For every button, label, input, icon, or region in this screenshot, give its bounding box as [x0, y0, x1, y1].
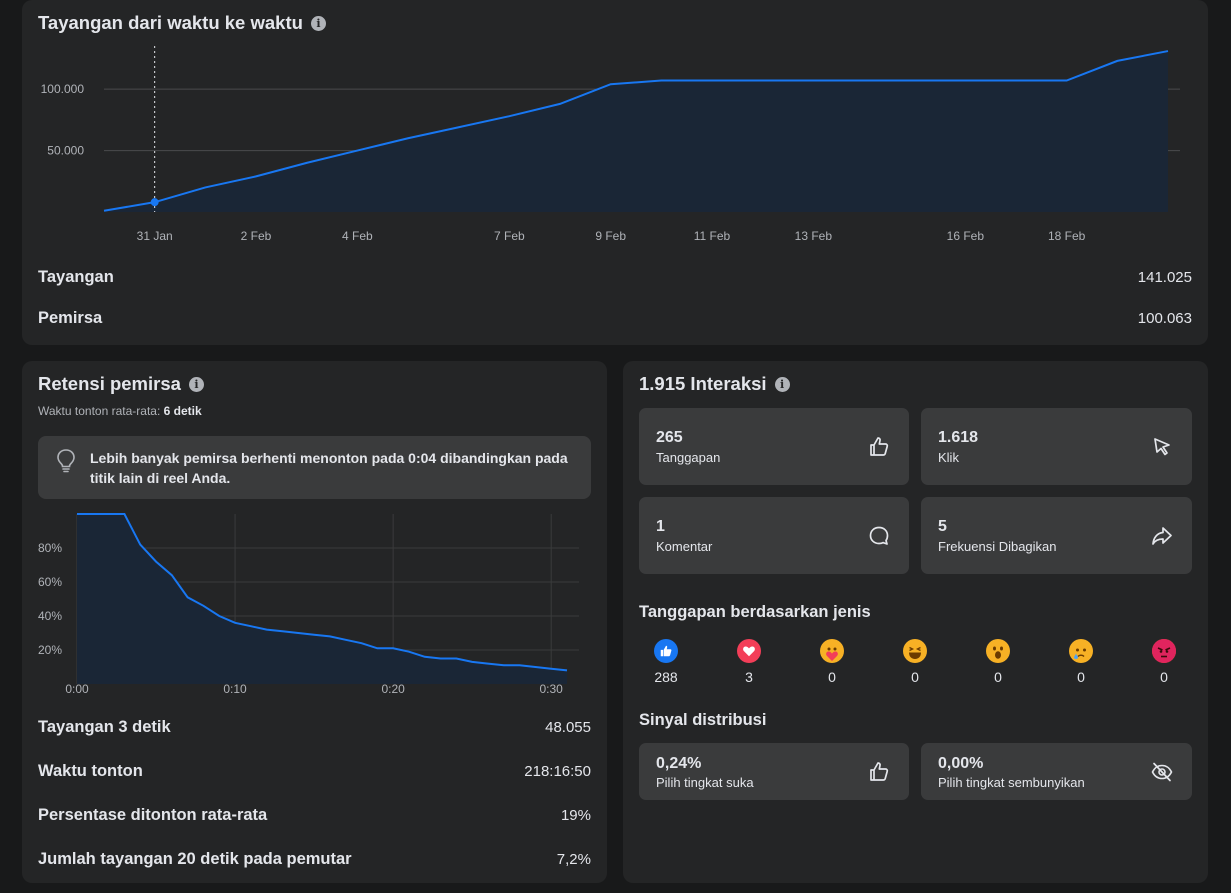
angry-reaction-count: 0: [1160, 669, 1168, 685]
views-row-value: 141.025: [1137, 269, 1192, 286]
like-reaction-count: 288: [654, 669, 678, 685]
x-tick-label: 9 Feb: [595, 229, 626, 243]
views-row: Tayangan 141.025: [38, 268, 1192, 287]
wow-reaction-icon: [986, 639, 1010, 663]
x-tick-label: 16 Feb: [947, 229, 985, 243]
three-sec-views-value: 48.055: [545, 719, 591, 736]
info-icon[interactable]: i: [310, 15, 326, 31]
like-rate-label: Pilih tingkat suka: [656, 775, 754, 790]
love-reaction-icon: [737, 639, 761, 663]
twenty-sec-views-label: Jumlah tayangan 20 detik pada pemutar: [38, 850, 352, 868]
avg-percent-watched-row: Persentase ditonton rata-rata 19%: [38, 806, 591, 825]
retention-area: [77, 514, 567, 684]
avg-percent-watched-value: 19%: [560, 807, 591, 824]
watch-time-row: Waktu tonton 218:16:50: [38, 762, 591, 781]
clicks-tile-value: 1.618: [938, 429, 979, 446]
avg-watch-time: Waktu tonton rata-rata: 6 detik: [38, 404, 202, 418]
wow-reaction-count: 0: [994, 669, 1002, 685]
views-over-time-title: Tayangan dari waktu ke waktu i: [38, 12, 326, 34]
watch-time-value: 218:16:50: [524, 763, 591, 780]
clicks-tile-label: Klik: [938, 450, 959, 465]
three-sec-views-row: Tayangan 3 detik 48.055: [38, 718, 591, 737]
y-tick-label: 80%: [38, 541, 62, 555]
avg-watch-value: 6 detik: [163, 404, 202, 418]
x-tick-label: 0:10: [223, 682, 247, 696]
watch-time-label: Waktu tonton: [38, 762, 143, 780]
hide-rate-value: 0,00%: [938, 755, 984, 772]
viewers-row-value: 100.063: [1137, 310, 1192, 327]
x-tick-label: 11 Feb: [694, 229, 731, 243]
comment-icon: [869, 526, 889, 545]
info-icon[interactable]: i: [774, 376, 790, 392]
reactions-tile-label: Tanggapan: [656, 450, 721, 465]
insight-box: Lebih banyak pemirsa berhenti menonton p…: [38, 436, 591, 499]
avg-percent-watched-label: Persentase ditonton rata-rata: [38, 806, 268, 824]
viewers-row-label: Pemirsa: [38, 309, 103, 327]
interactions-title: 1.915 Interaksi i: [639, 373, 790, 395]
x-tick-label: 13 Feb: [795, 229, 833, 243]
shares-tile-value: 5: [938, 518, 947, 535]
interactions-card: 1.915 Interaksi i 265 Tanggapan 1.618 Kl…: [623, 361, 1208, 883]
twenty-sec-views-value: 7,2%: [556, 851, 591, 868]
three-sec-views-label: Tayangan 3 detik: [38, 718, 171, 736]
care-reaction-count: 0: [828, 669, 836, 685]
hide-rate-tile[interactable]: 0,00% Pilih tingkat sembunyikan: [921, 743, 1192, 800]
x-tick-label: 4 Feb: [342, 229, 373, 243]
viewers-row: Pemirsa 100.063: [38, 309, 1192, 328]
hide-rate-label: Pilih tingkat sembunyikan: [938, 775, 1085, 790]
info-icon[interactable]: i: [188, 376, 204, 392]
hover-point: [150, 198, 159, 207]
sad-reaction-icon: [1069, 639, 1093, 663]
twenty-sec-views-row: Jumlah tayangan 20 detik pada pemutar 7,…: [38, 850, 591, 869]
x-tick-label: 0:00: [65, 682, 89, 696]
views-area: [104, 51, 1168, 212]
haha-reaction-count: 0: [911, 669, 919, 685]
retention-line: [77, 513, 568, 672]
lightbulb-icon: [57, 449, 75, 473]
like-rate-tile[interactable]: 0,24% Pilih tingkat suka: [639, 743, 909, 800]
like-reaction-icon: [654, 639, 678, 663]
retention-card: Retensi pemirsa i Waktu tonton rata-rata…: [22, 361, 607, 883]
sad-reaction-count: 0: [1077, 669, 1085, 685]
thumbs-up-icon: [870, 761, 889, 781]
y-tick-label: 60%: [38, 575, 62, 589]
eye-off-icon: [1151, 762, 1173, 781]
cursor-icon: [1154, 437, 1170, 455]
retention-title: Retensi pemirsa i: [38, 373, 204, 395]
views-over-time-card: Tayangan dari waktu ke waktu i 50.000 100…: [22, 0, 1208, 345]
thumbs-up-icon: [870, 436, 889, 456]
views-over-time-chart: 50.000 100.000 31 Jan 2 Feb 4 Feb 7 Feb 9 Feb 1…: [41, 46, 1180, 243]
y-tick-label: 100.000: [41, 82, 85, 96]
comments-tile-value: 1: [656, 518, 665, 535]
x-tick-label: 0:20: [381, 682, 405, 696]
insight-text: Lebih banyak pemirsa berhenti menonton p…: [90, 450, 568, 486]
avg-watch-label: Waktu tonton rata-rata: [38, 404, 157, 418]
angry-reaction-icon: [1152, 639, 1176, 663]
y-tick-label: 50.000: [47, 144, 84, 158]
views-line: [103, 50, 1169, 212]
x-tick-label: 18 Feb: [1048, 229, 1086, 243]
comments-tile-label: Komentar: [656, 539, 713, 554]
haha-reaction-icon: [903, 639, 927, 663]
reactions-tile-value: 265: [656, 429, 683, 446]
reactions-by-type-title: Tanggapan berdasarkan jenis: [639, 603, 871, 621]
x-tick-label: 31 Jan: [137, 229, 173, 243]
retention-chart: 20% 40% 60% 80% 0:00 0:10 0:20 0:30: [38, 513, 579, 696]
y-tick-label: 40%: [38, 609, 62, 623]
love-reaction-count: 3: [745, 669, 753, 685]
x-tick-label: 0:30: [540, 682, 564, 696]
like-rate-value: 0,24%: [656, 755, 702, 772]
y-tick-label: 20%: [38, 643, 62, 657]
comments-tile[interactable]: 1 Komentar: [639, 497, 909, 574]
care-reaction-icon: [820, 639, 844, 663]
shares-tile-label: Frekuensi Dibagikan: [938, 539, 1057, 554]
x-tick-label: 2 Feb: [241, 229, 272, 243]
clicks-tile[interactable]: 1.618 Klik: [921, 408, 1192, 485]
views-row-label: Tayangan: [38, 268, 114, 286]
shares-tile[interactable]: 5 Frekuensi Dibagikan: [921, 497, 1192, 574]
share-icon: [1152, 526, 1172, 545]
reactions-tile[interactable]: 265 Tanggapan: [639, 408, 909, 485]
x-tick-label: 7 Feb: [494, 229, 525, 243]
distribution-signals-title: Sinyal distribusi: [639, 711, 767, 729]
